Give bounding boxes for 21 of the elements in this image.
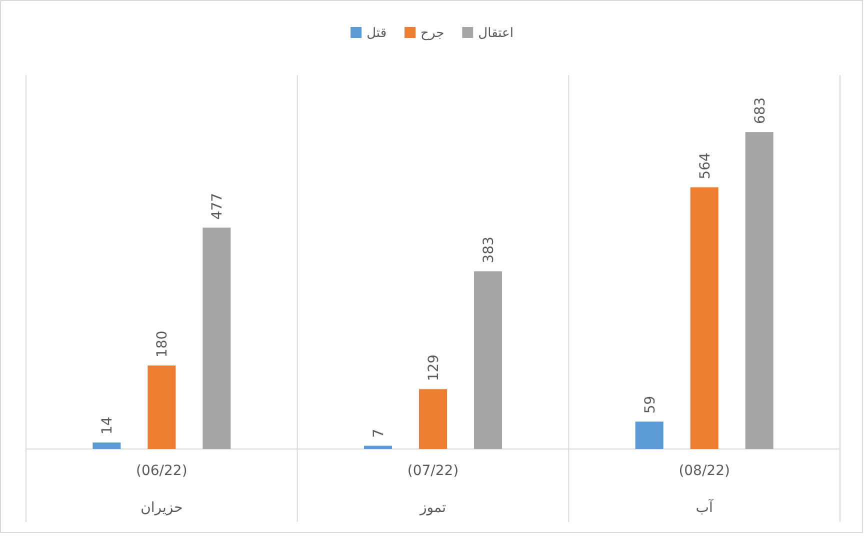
legend-label: جرح <box>420 26 444 41</box>
bar <box>202 228 231 449</box>
bar <box>690 187 718 449</box>
data-label: 383 <box>481 236 497 264</box>
bar <box>745 132 774 449</box>
data-label: 683 <box>752 97 768 124</box>
bar <box>419 389 447 449</box>
data-label: 129 <box>426 354 442 382</box>
data-label: 14 <box>100 416 116 435</box>
legend-label: قتل <box>366 26 387 41</box>
bar <box>92 442 121 449</box>
legend-label: اعتقال <box>478 26 514 41</box>
bar <box>148 365 176 449</box>
data-label: 7 <box>371 428 387 438</box>
data-label: 180 <box>154 330 171 358</box>
bar <box>364 446 392 449</box>
bar <box>635 422 664 449</box>
bar <box>474 271 502 449</box>
data-label: 564 <box>697 152 714 180</box>
data-label: 59 <box>642 396 658 414</box>
data-label: 477 <box>210 192 226 220</box>
